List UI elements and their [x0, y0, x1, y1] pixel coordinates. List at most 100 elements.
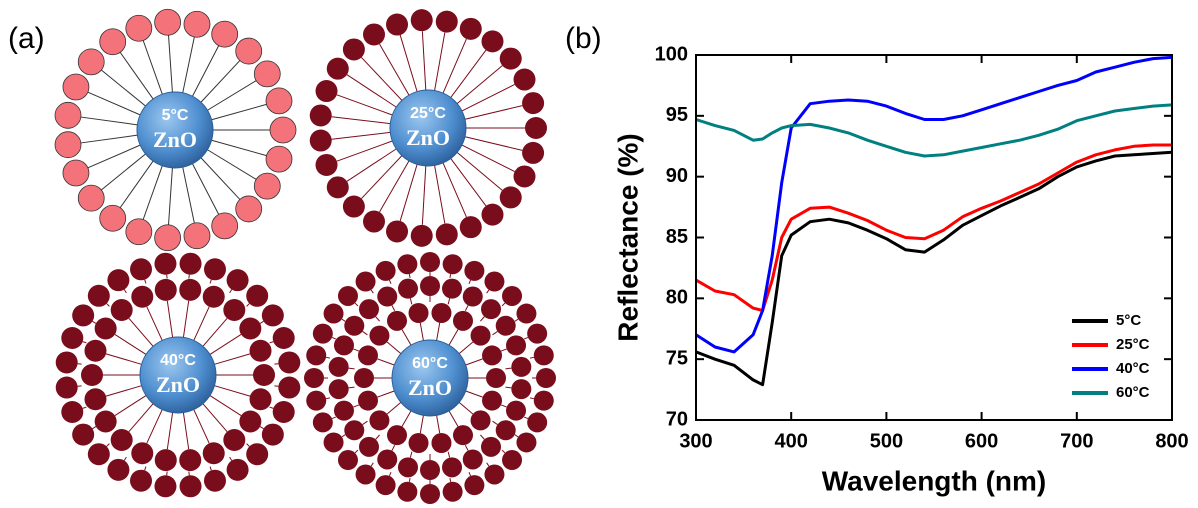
head-group	[514, 69, 536, 91]
head-group	[78, 185, 104, 211]
ligand	[465, 445, 468, 450]
ligand	[493, 331, 498, 334]
head-group	[154, 475, 176, 497]
head-group	[411, 9, 433, 31]
head-group	[354, 368, 374, 388]
head-group	[482, 391, 502, 411]
head-group	[204, 470, 226, 492]
ligand	[448, 298, 449, 304]
head-group	[377, 449, 397, 469]
head-group	[464, 475, 484, 495]
ligand	[342, 319, 345, 321]
head-group	[481, 30, 503, 52]
ligand	[83, 342, 87, 343]
ligand	[81, 117, 137, 125]
head-group	[387, 311, 407, 331]
ligand	[349, 368, 355, 369]
ligand	[443, 163, 466, 217]
head-group	[443, 482, 463, 502]
head-group	[310, 104, 332, 126]
head-group	[464, 261, 484, 281]
ligand	[400, 164, 417, 221]
head-group	[253, 364, 275, 386]
head-group	[329, 379, 349, 399]
head-group	[436, 223, 458, 245]
ligand	[270, 342, 274, 343]
ligand	[400, 35, 417, 92]
ligand	[194, 410, 209, 444]
head-group	[377, 287, 397, 307]
head-group	[107, 459, 129, 481]
ligand	[363, 331, 368, 334]
ligand	[145, 467, 146, 471]
ligand	[451, 50, 486, 97]
ligand	[389, 280, 391, 284]
ligand	[106, 386, 142, 396]
ligand	[448, 452, 449, 458]
ligand	[515, 435, 518, 437]
ligand	[92, 321, 95, 323]
head-group	[471, 326, 491, 346]
ligand	[83, 407, 87, 408]
head-group	[409, 433, 429, 453]
ligand	[409, 478, 410, 482]
head-group	[55, 132, 81, 158]
ligand	[457, 152, 502, 190]
head-group	[84, 388, 106, 410]
ligand	[349, 387, 355, 388]
ligand	[462, 145, 515, 171]
ligand	[337, 141, 392, 161]
series-line	[696, 57, 1172, 352]
head-group	[56, 377, 78, 399]
head-group	[254, 61, 280, 87]
head-group	[481, 299, 501, 319]
ligand	[450, 274, 451, 278]
ligand	[437, 415, 440, 433]
ligand	[524, 337, 528, 339]
ligand	[247, 304, 250, 307]
head-group	[184, 11, 210, 37]
ligand	[167, 413, 172, 450]
ligand	[120, 161, 153, 208]
ligand	[169, 168, 173, 225]
y-tick-label: 85	[666, 226, 688, 248]
ligand	[480, 435, 484, 439]
ligand	[505, 368, 511, 369]
head-group	[179, 449, 201, 471]
ligand	[107, 304, 110, 307]
x-axis-label: Wavelength (nm)	[822, 465, 1047, 496]
head-group	[212, 213, 238, 239]
temperature-label: 5°C	[162, 107, 189, 124]
head-group	[180, 253, 202, 275]
ligand	[437, 323, 440, 341]
y-tick-label: 80	[666, 287, 688, 309]
head-group	[506, 335, 526, 355]
micelle: 40°CZnO	[56, 253, 301, 498]
head-group	[358, 345, 378, 365]
ligand	[92, 427, 95, 429]
head-group	[63, 160, 89, 186]
ligand	[115, 334, 146, 354]
head-group	[376, 261, 396, 281]
head-group	[130, 258, 152, 280]
head-group	[442, 457, 462, 477]
ligand	[201, 61, 240, 103]
ligand	[420, 415, 423, 433]
ligand	[502, 450, 505, 453]
head-group	[55, 102, 81, 128]
ligand	[120, 52, 153, 99]
ligand	[230, 457, 232, 460]
ligand	[402, 411, 411, 427]
ligand	[347, 75, 396, 107]
panel-label: (b)	[565, 22, 602, 55]
head-group	[522, 142, 544, 164]
head-group	[254, 173, 280, 199]
ligand	[465, 106, 522, 120]
temperature-label: 60°C	[412, 355, 448, 372]
head-group	[527, 412, 547, 432]
head-group	[356, 272, 376, 292]
head-group	[481, 204, 503, 226]
head-group	[154, 253, 176, 275]
ligand	[451, 158, 486, 205]
head-group	[262, 424, 284, 446]
